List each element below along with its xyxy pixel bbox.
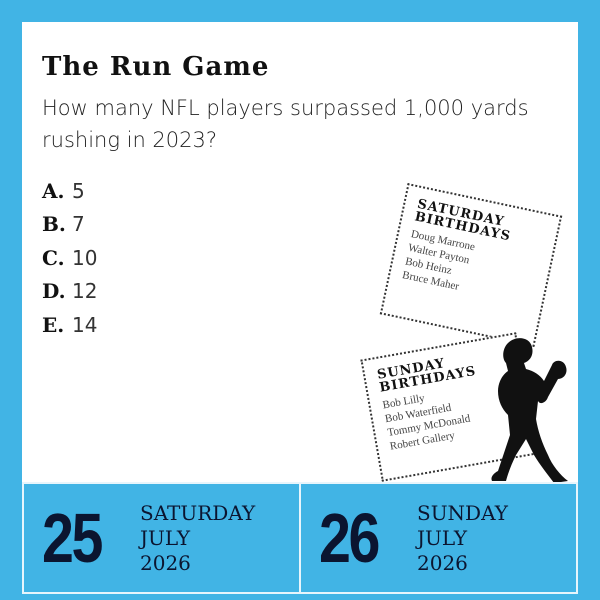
answer-d: D. 12 xyxy=(42,275,97,309)
year: 2026 xyxy=(417,550,468,575)
weekday: SUNDAY xyxy=(417,500,508,525)
football-player-icon xyxy=(491,338,568,483)
answer-letter: B. xyxy=(42,212,66,237)
answer-letter: D. xyxy=(42,279,66,304)
answer-value: 12 xyxy=(72,279,98,304)
answer-letter: C. xyxy=(42,245,65,270)
answer-letter: A. xyxy=(42,178,65,203)
answer-letter: E. xyxy=(42,312,65,337)
trivia-question: How many NFL players surpassed 1,000 yar… xyxy=(42,96,529,152)
month: JULY xyxy=(140,525,191,550)
day-number: 26 xyxy=(319,499,380,577)
weekday: SATURDAY xyxy=(140,500,256,525)
answer-value: 14 xyxy=(72,312,98,337)
answer-b: B. 7 xyxy=(42,208,97,242)
answer-e: E. 14 xyxy=(42,308,97,342)
answer-value: 10 xyxy=(72,245,98,270)
month: JULY xyxy=(417,525,468,550)
answer-c: C. 10 xyxy=(42,241,97,275)
answer-list: A. 5 B. 7 C. 10 D. 12 E. 14 xyxy=(42,174,97,342)
year: 2026 xyxy=(140,550,191,575)
date-sunday: 26 SUNDAY JULY 2026 xyxy=(299,484,576,592)
date-bar: 25 SATURDAY JULY 2026 26 SUNDAY JULY 202… xyxy=(22,482,578,594)
page-title: The Run Game xyxy=(42,52,270,82)
date-saturday: 25 SATURDAY JULY 2026 xyxy=(24,484,299,592)
answer-a: A. 5 xyxy=(42,174,97,208)
answer-value: 5 xyxy=(72,178,85,203)
day-number: 25 xyxy=(42,499,103,577)
answer-value: 7 xyxy=(72,212,85,237)
